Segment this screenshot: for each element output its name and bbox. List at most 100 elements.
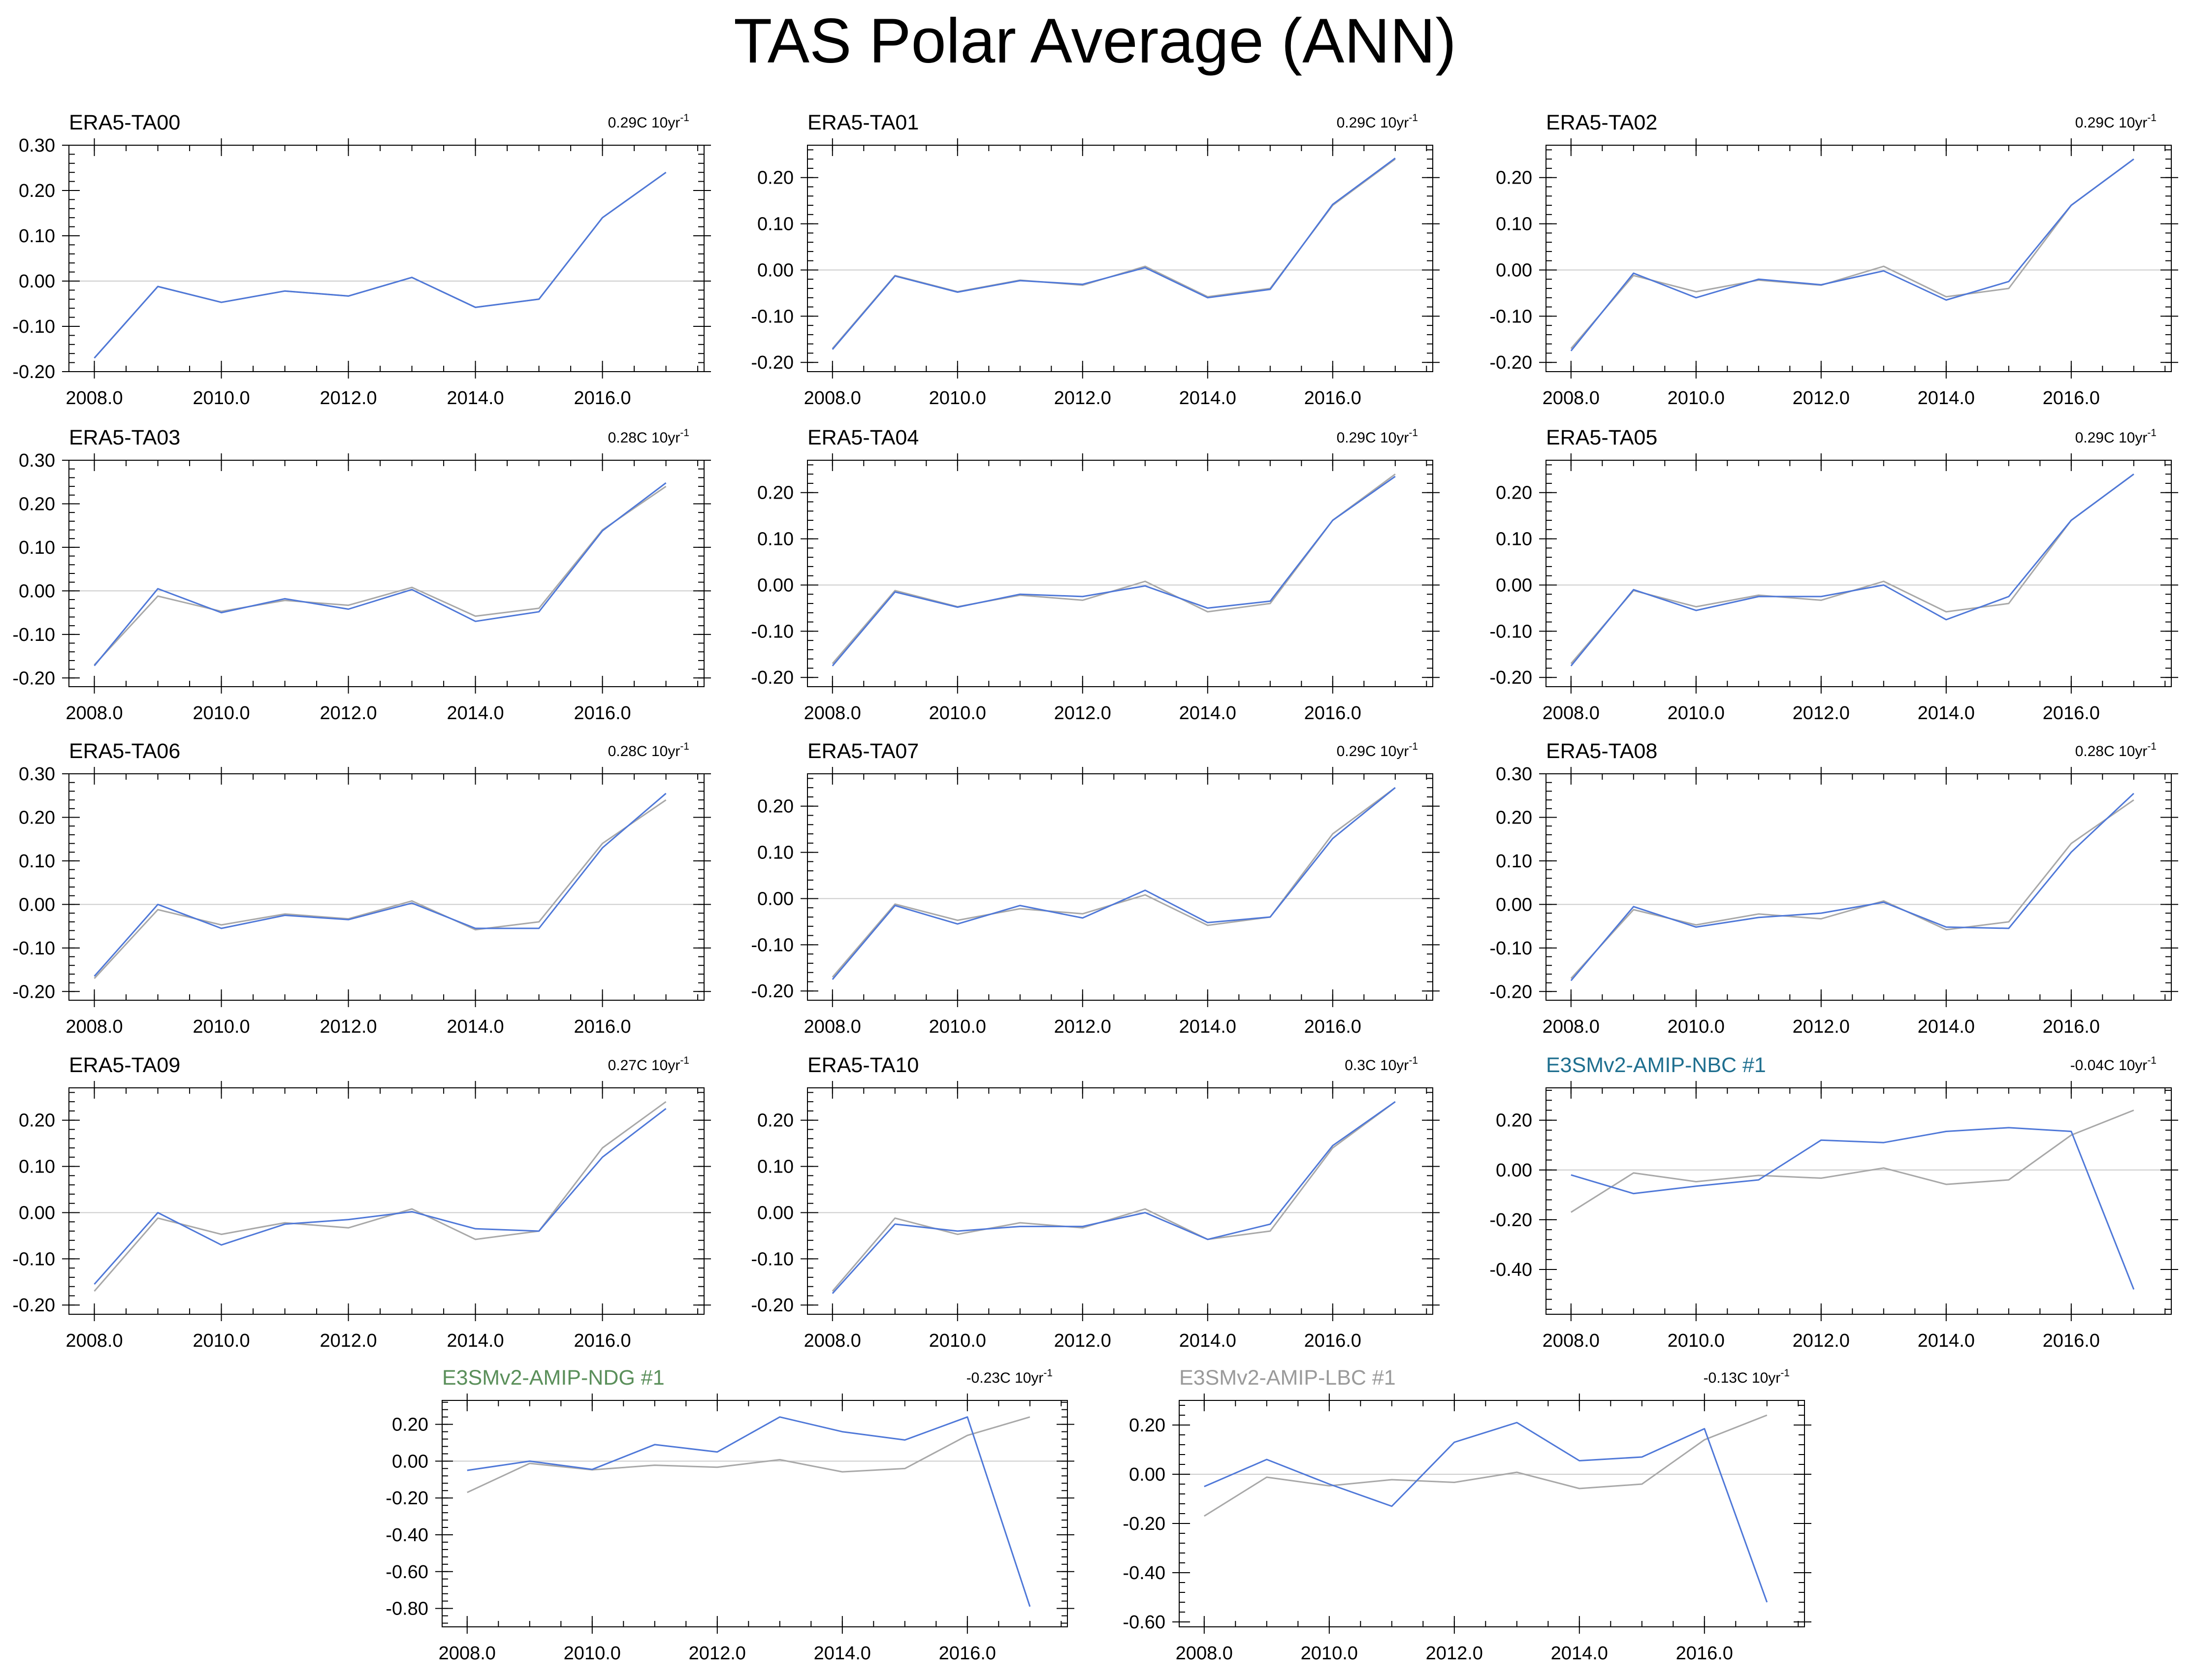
- x-tick-label: 2012.0: [689, 1643, 746, 1664]
- x-tick-label: 2016.0: [1676, 1643, 1733, 1664]
- y-tick-label: -0.40: [1123, 1563, 1165, 1584]
- panel-title: ERA5-TA05: [1546, 426, 1657, 449]
- x-tick-label: 2014.0: [814, 1643, 871, 1664]
- y-tick-label: 0.00: [1129, 1464, 1165, 1485]
- series-line-reference: [1570, 799, 2134, 979]
- y-tick-label: 0.20: [19, 1110, 55, 1131]
- figure-title: TAS Polar Average (ANN): [734, 6, 1456, 76]
- x-tick-label: 2010.0: [1668, 388, 1725, 409]
- x-tick-label: 2012.0: [1793, 1016, 1850, 1037]
- y-tick-label: -0.20: [1123, 1514, 1165, 1534]
- panel-6: -0.20 -0.10 0.00 0.10 0.20 0.30 2008.0 2010.0 20…: [12, 739, 711, 1037]
- y-tick-label: 0.20: [757, 1110, 794, 1131]
- y-tick-label: -0.10: [1489, 938, 1532, 959]
- y-tick-label: -0.20: [1489, 352, 1532, 373]
- panel-9: -0.20 -0.10 0.00 0.10 0.20 2008.0 2010.0 2012.0…: [12, 1053, 711, 1351]
- y-tick-label: 0.10: [1496, 529, 1532, 550]
- x-tick-label: 2014.0: [1918, 1331, 1975, 1351]
- y-tick-label: 0.00: [19, 1203, 55, 1223]
- y-tick-label: 0.30: [19, 135, 55, 156]
- y-tick-label: -0.10: [1489, 621, 1532, 642]
- y-tick-label: 0.10: [19, 1157, 55, 1177]
- panel-title: E3SMv2-AMIP-LBC #1: [1179, 1366, 1396, 1390]
- series-line-reference: [1204, 1414, 1768, 1517]
- trend-label: 0.28C 10yr-1: [608, 427, 689, 446]
- trend-label: -0.23C 10yr-1: [966, 1367, 1053, 1386]
- y-tick-label: 0.20: [1496, 1110, 1532, 1131]
- x-tick-label: 2014.0: [447, 388, 504, 409]
- y-tick-label: 0.20: [1496, 483, 1532, 504]
- y-tick-label: -0.20: [12, 982, 55, 1002]
- y-tick-label: 0.10: [1496, 851, 1532, 872]
- series-line-model: [94, 792, 667, 977]
- plot-frame: [1546, 1087, 2172, 1315]
- y-tick-label: 0.00: [19, 271, 55, 292]
- y-tick-label: 0.10: [19, 538, 55, 558]
- x-tick-label: 2008.0: [65, 388, 123, 409]
- x-tick-label: 2010.0: [193, 1016, 250, 1037]
- x-tick-label: 2010.0: [1668, 1331, 1725, 1351]
- panel-7: -0.20 -0.10 0.00 0.10 0.20 2008.0 2010.0 2012.0…: [751, 739, 1440, 1037]
- x-tick-label: 2014.0: [447, 703, 504, 724]
- series-line-reference: [1570, 158, 2134, 349]
- series-line-reference: [1571, 1109, 2134, 1213]
- series-line-reference: [832, 1101, 1396, 1292]
- x-tick-label: 2008.0: [804, 388, 861, 409]
- x-tick-label: 2010.0: [564, 1643, 621, 1664]
- plot-frame: [807, 773, 1433, 1001]
- panel-title: E3SMv2-AMIP-NDG #1: [442, 1366, 665, 1390]
- plot-frame: [1179, 1400, 1805, 1627]
- panel-0: -0.20 -0.10 0.00 0.10 0.20 0.30 2008.0 2010.0 20…: [12, 111, 711, 409]
- y-tick-label: 0.10: [757, 529, 794, 550]
- x-tick-label: 2016.0: [1304, 388, 1361, 409]
- series-line-reference: [94, 485, 667, 666]
- trend-label: 0.29C 10yr-1: [2075, 112, 2157, 131]
- x-tick-label: 2008.0: [65, 703, 123, 724]
- x-tick-label: 2012.0: [1793, 1331, 1850, 1351]
- y-tick-label: 0.10: [19, 226, 55, 247]
- y-tick-label: 0.30: [1496, 764, 1532, 785]
- y-tick-label: 0.10: [757, 214, 794, 235]
- series-line-model: [832, 475, 1396, 666]
- x-tick-label: 2014.0: [1179, 388, 1236, 409]
- plot-frame: [68, 460, 705, 687]
- y-tick-label: -0.10: [751, 1249, 794, 1269]
- trend-label: 0.29C 10yr-1: [608, 112, 689, 131]
- series-line-reference: [832, 787, 1396, 978]
- x-tick-label: 2008.0: [804, 1331, 861, 1351]
- plot-frame: [442, 1400, 1068, 1627]
- panel-title: ERA5-TA08: [1546, 739, 1657, 763]
- y-tick-label: -0.10: [751, 935, 794, 955]
- series-line-model: [94, 482, 667, 666]
- series-line-reference: [94, 171, 667, 359]
- trend-label: -0.13C 10yr-1: [1704, 1367, 1790, 1386]
- y-tick-label: 0.00: [757, 260, 794, 281]
- trend-label: 0.29C 10yr-1: [1337, 427, 1418, 446]
- x-tick-label: 2008.0: [1543, 1331, 1600, 1351]
- y-tick-label: 0.20: [19, 807, 55, 828]
- x-tick-label: 2008.0: [804, 703, 861, 724]
- series-line-reference: [832, 158, 1396, 349]
- x-tick-label: 2010.0: [929, 1016, 986, 1037]
- trend-label: 0.28C 10yr-1: [608, 741, 689, 760]
- panel-title: ERA5-TA02: [1546, 111, 1657, 134]
- y-tick-label: -0.20: [386, 1488, 428, 1509]
- panel-title: ERA5-TA01: [807, 111, 919, 134]
- y-tick-label: -0.10: [12, 938, 55, 959]
- x-tick-label: 2016.0: [2043, 1016, 2100, 1037]
- x-tick-label: 2008.0: [65, 1331, 123, 1351]
- plot-frame: [68, 773, 705, 1001]
- x-tick-label: 2010.0: [193, 388, 250, 409]
- y-tick-label: 0.30: [19, 450, 55, 471]
- panel-13: -0.60 -0.40 -0.20 0.00 0.20 2008.0 2010.0 2012.…: [1123, 1366, 1811, 1664]
- y-tick-label: -0.10: [751, 621, 794, 642]
- x-tick-label: 2014.0: [447, 1331, 504, 1351]
- panel-title: ERA5-TA03: [69, 426, 180, 449]
- y-tick-label: 0.30: [19, 764, 55, 785]
- x-tick-label: 2014.0: [1551, 1643, 1608, 1664]
- y-tick-label: -0.20: [751, 981, 794, 1002]
- x-tick-label: 2012.0: [1054, 703, 1111, 724]
- y-tick-label: 0.20: [19, 181, 55, 201]
- y-tick-label: 0.10: [19, 851, 55, 872]
- series-line-model: [1570, 473, 2134, 666]
